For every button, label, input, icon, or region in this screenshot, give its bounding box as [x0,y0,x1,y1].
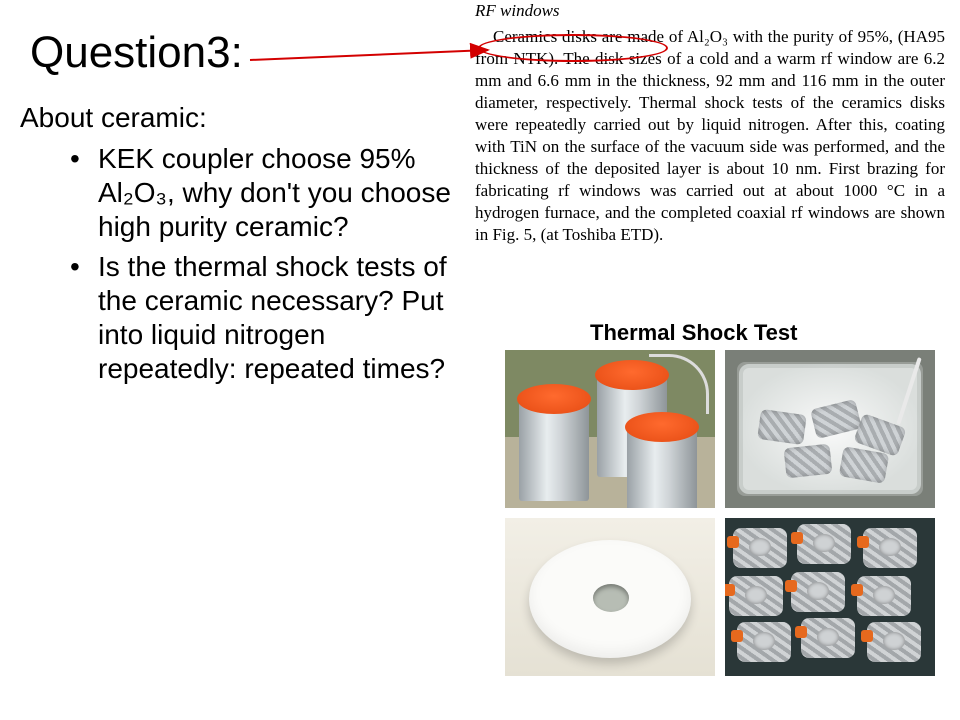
bullet-2-text: Is the thermal shock tests of the cerami… [98,250,460,386]
photo-parts-array [725,518,935,676]
bullet-2: • Is the thermal shock tests of the cera… [20,250,460,386]
about-ceramic-heading: About ceramic: [20,102,460,134]
bullet-marker: • [20,250,70,386]
left-column: About ceramic: • KEK coupler choose 95% … [20,102,460,386]
photo-tub-foil [725,350,935,508]
bullet-marker: • [20,142,70,244]
thermal-shock-title: Thermal Shock Test [590,320,797,346]
photo-cylinders [505,350,715,508]
slide-title: Question3: [30,28,243,78]
callout-ellipse [478,34,668,62]
photo-ceramic-disk [505,518,715,676]
photo-grid [505,350,935,676]
bullet-1: • KEK coupler choose 95% Al₂O₃, why don'… [20,142,460,244]
paper-heading: RF windows [475,0,945,22]
bullet-1-text: KEK coupler choose 95% Al₂O₃, why don't … [98,142,460,244]
